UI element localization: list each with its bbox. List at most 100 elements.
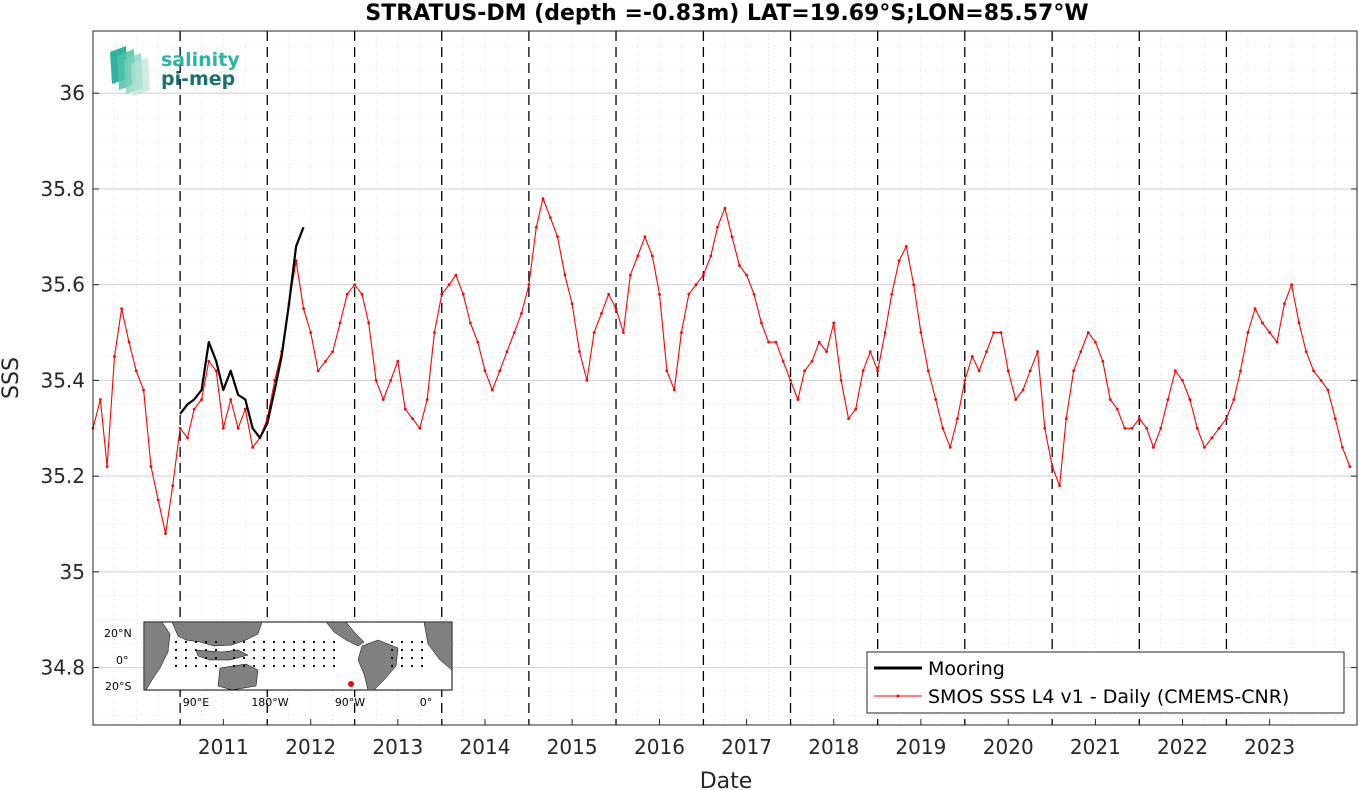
- data-point: [171, 484, 175, 488]
- data-point: [1159, 426, 1163, 430]
- data-point: [992, 331, 996, 334]
- buoy-marker: [420, 640, 424, 644]
- data-point: [643, 235, 647, 239]
- data-point: [934, 398, 938, 401]
- buoy-marker: [282, 648, 286, 652]
- legend-smos-label: SMOS SSS L4 v1 - Daily (CMEMS-CNR): [928, 686, 1289, 708]
- buoy-marker: [400, 664, 404, 668]
- data-point: [1312, 369, 1315, 373]
- buoy-marker: [272, 648, 276, 652]
- buoy-marker: [312, 664, 316, 668]
- data-point: [955, 417, 959, 421]
- data-point: [461, 292, 465, 296]
- x-axis-label: Date: [700, 769, 753, 790]
- logo-line-1: salinity: [161, 49, 240, 71]
- buoy-marker: [262, 656, 266, 660]
- x-tick-label: 2022: [1157, 735, 1208, 759]
- data-point: [1297, 321, 1301, 325]
- data-point: [1021, 388, 1025, 392]
- buoy-marker: [184, 640, 188, 644]
- data-point: [200, 398, 204, 401]
- data-point: [1166, 398, 1170, 401]
- data-point: [1304, 350, 1308, 354]
- data-point: [1079, 350, 1083, 354]
- data-point: [207, 359, 211, 363]
- data-point: [578, 350, 581, 354]
- data-point: [411, 417, 415, 421]
- inset-map-australia: [217, 663, 259, 691]
- data-point: [120, 307, 124, 310]
- data-point: [534, 225, 538, 229]
- data-point: [548, 216, 552, 220]
- data-point: [302, 307, 305, 310]
- data-point: [694, 283, 698, 287]
- x-tick-label: 2016: [634, 735, 685, 759]
- buoy-marker: [174, 656, 178, 660]
- data-point: [1319, 378, 1323, 382]
- data-point: [440, 292, 444, 296]
- data-point: [541, 197, 545, 200]
- buoy-marker: [302, 656, 306, 660]
- buoy-marker: [194, 656, 198, 660]
- data-point: [904, 244, 908, 248]
- data-point: [600, 311, 603, 315]
- data-point: [1239, 369, 1242, 373]
- plot-frame: [92, 30, 1358, 726]
- data-point: [977, 369, 981, 373]
- data-point: [520, 311, 523, 315]
- buoy-marker: [332, 648, 336, 652]
- data-point: [1093, 340, 1097, 344]
- data-point: [1232, 398, 1236, 401]
- data-point: [243, 407, 247, 411]
- data-point: [767, 340, 770, 344]
- data-point: [345, 292, 349, 296]
- data-point: [1210, 436, 1214, 440]
- y-axis-ticks: 34.8 35 35.2 35.4 35.6 35.8 36: [40, 81, 1357, 680]
- data-point: [192, 407, 196, 411]
- data-point: [353, 283, 357, 287]
- data-point: [251, 446, 255, 449]
- data-point: [236, 426, 240, 430]
- data-point: [709, 254, 713, 258]
- data-point: [1086, 331, 1090, 334]
- data-point: [730, 235, 734, 239]
- x-axis-ticks: 2011 2012 2013 2014 2015 2016 2017 2018 2019 2020…: [198, 719, 1295, 759]
- y-tick-label: 35.2: [40, 464, 85, 488]
- data-point: [883, 331, 887, 334]
- x-tick-label: 2018: [808, 735, 859, 759]
- buoy-marker: [214, 648, 218, 652]
- buoy-marker: [272, 656, 276, 660]
- data-point: [1290, 283, 1293, 287]
- buoy-marker: [282, 640, 286, 644]
- map-lon-label-90e: 90°E: [183, 696, 209, 709]
- data-point: [774, 340, 778, 344]
- x-tick-label: 2017: [721, 735, 772, 759]
- buoy-marker: [282, 656, 286, 660]
- inset-map: 20°N 0° 20°S 90°E 180°W 90°W 0°: [104, 621, 453, 709]
- data-point: [164, 532, 167, 535]
- buoy-marker: [292, 640, 296, 644]
- buoy-marker: [400, 656, 404, 660]
- data-point: [1006, 369, 1010, 373]
- data-point: [789, 378, 792, 382]
- data-point: [919, 331, 923, 334]
- data-point: [99, 398, 102, 401]
- data-point: [716, 225, 719, 229]
- data-point: [229, 398, 233, 401]
- data-point: [381, 398, 385, 401]
- buoy-marker: [332, 656, 336, 660]
- inset-map-central-america: [325, 621, 365, 647]
- data-point: [687, 292, 691, 296]
- buoy-marker: [400, 648, 404, 652]
- data-point: [389, 378, 393, 382]
- data-point: [817, 340, 821, 344]
- buoy-marker: [184, 656, 188, 660]
- x-tick-label: 2011: [198, 735, 249, 759]
- buoy-marker: [174, 640, 178, 644]
- data-point: [926, 369, 930, 373]
- data-point: [941, 426, 945, 430]
- data-point: [105, 465, 109, 468]
- data-point: [607, 292, 611, 296]
- buoy-marker: [174, 648, 178, 652]
- inset-map-africa: [143, 621, 171, 691]
